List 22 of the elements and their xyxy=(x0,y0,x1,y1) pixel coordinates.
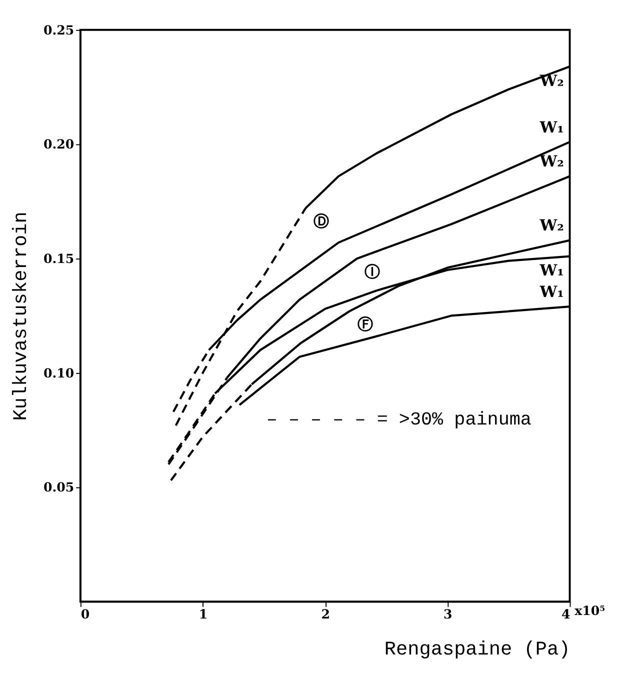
x-tick-label: 3 xyxy=(444,606,452,622)
x-axis-title: Rengaspaine (Pa) xyxy=(384,638,570,660)
y-tick-label: 0.25 xyxy=(43,22,74,38)
annotation: – – – – – = >30% painuma xyxy=(266,409,532,430)
text: x10⁵ xyxy=(574,603,606,618)
y-tick-label: 0.15 xyxy=(43,250,74,266)
x-tick-label: 1 xyxy=(198,606,208,622)
x-tick-label: 4 xyxy=(561,606,570,622)
annotation: Ⓓ xyxy=(313,212,330,231)
annotation: W₁ xyxy=(538,260,564,280)
y-tick-label: 0.20 xyxy=(43,136,74,152)
annotation: W₂ xyxy=(538,216,564,235)
annotation: W₁ xyxy=(538,117,564,136)
x-tick-label: 0 xyxy=(80,606,90,622)
annotation: Ⓕ xyxy=(357,314,374,334)
x-tick-label: 2 xyxy=(321,606,330,622)
annotation: W₂ xyxy=(538,152,564,171)
y-tick-label: 0.05 xyxy=(43,480,74,495)
annotation: W₁ xyxy=(538,282,564,301)
y-tick-label: 0.10 xyxy=(43,365,74,380)
annotation: Ⓘ xyxy=(364,262,381,281)
y-axis-title: Kulkuvastuskerroin xyxy=(10,212,32,421)
